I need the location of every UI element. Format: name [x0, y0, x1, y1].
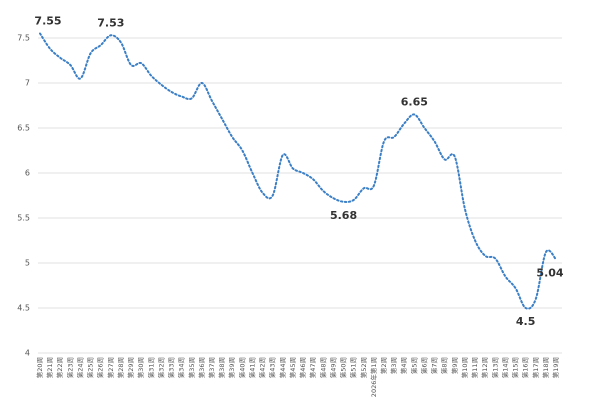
x-tick-label: 第40周	[237, 357, 246, 378]
x-tick-label: 第42周	[258, 357, 267, 378]
x-tick-label: 第50周	[339, 357, 348, 378]
x-tick-label: 第7周	[430, 357, 439, 374]
x-tick-label: 第2周	[379, 357, 388, 374]
x-tick-label: 第44周	[278, 357, 287, 378]
x-tick-label: 第3周	[389, 357, 398, 374]
x-tick-label: 第9周	[450, 357, 459, 374]
x-tick-label: 第48周	[318, 357, 327, 378]
x-tick-label: 第23周	[65, 357, 74, 378]
x-tick-label: 第21周	[45, 357, 54, 378]
x-tick-label: 第5周	[409, 357, 418, 374]
data-label: 4.5	[516, 315, 536, 328]
y-tick-label: 4.5	[17, 304, 30, 313]
x-tick-label: 第26周	[96, 357, 105, 378]
x-tick-label: 第24周	[75, 357, 84, 378]
x-tick-label: 第39周	[227, 357, 236, 378]
x-tick-label: 第18周	[541, 357, 550, 378]
x-tick-label: 第20周	[35, 357, 44, 378]
line	[39, 32, 557, 310]
x-tick-label: 第52周	[359, 357, 368, 378]
x-tick-label: 第19周	[551, 357, 560, 378]
y-tick-label: 5	[25, 259, 30, 268]
data-label: 7.55	[34, 15, 61, 28]
x-tick-label: 第46周	[298, 357, 307, 378]
x-tick-label: 第37周	[207, 357, 216, 378]
y-tick-label: 4	[25, 349, 30, 358]
x-tick-label: 第45周	[288, 357, 297, 378]
x-tick-label: 第6周	[419, 357, 428, 374]
x-tick-label: 第11周	[470, 357, 479, 378]
x-tick-label: 第38周	[217, 357, 226, 378]
x-tick-label: 第8周	[440, 357, 449, 374]
x-tick-label: 2026年第1周	[369, 357, 378, 397]
x-tick-label: 第33周	[167, 357, 176, 378]
x-tick-label: 第32周	[156, 357, 165, 378]
x-tick-label: 第4周	[399, 357, 408, 374]
x-tick-label: 第25周	[86, 357, 95, 378]
y-tick-label: 5.5	[17, 214, 30, 223]
x-tick-label: 第10周	[460, 357, 469, 378]
x-tick-label: 第30周	[136, 357, 145, 378]
x-tick-label: 第35周	[187, 357, 196, 378]
x-tick-label: 第27周	[106, 357, 115, 378]
y-tick-label: 6	[25, 169, 30, 178]
x-tick-label: 第22周	[55, 357, 64, 378]
x-tick-label: 第16周	[521, 357, 530, 378]
x-tick-label: 第31周	[146, 357, 155, 378]
x-tick-label: 第34周	[177, 357, 186, 378]
x-tick-label: 第51周	[349, 357, 358, 378]
x-tick-label: 第47周	[308, 357, 317, 378]
y-tick-label: 7.5	[17, 34, 30, 43]
x-tick-label: 第29周	[126, 357, 135, 378]
x-tick-label: 第28周	[116, 357, 125, 378]
x-tick-label: 第12周	[480, 357, 489, 378]
data-label: 7.53	[97, 16, 124, 29]
data-label: 6.65	[401, 96, 428, 109]
x-tick-label: 第14周	[500, 357, 509, 378]
data-label: 5.68	[330, 209, 357, 222]
data-label: 5.04	[536, 266, 563, 279]
x-tick-label: 第17周	[531, 357, 540, 378]
y-tick-label: 6.5	[17, 124, 30, 133]
x-tick-label: 第49周	[328, 357, 337, 378]
x-tick-label: 第43周	[268, 357, 277, 378]
y-tick-label: 7	[25, 79, 30, 88]
x-tick-label: 第41周	[247, 357, 256, 378]
x-tick-label: 第36周	[197, 357, 206, 378]
x-tick-label: 第15周	[511, 357, 520, 378]
x-tick-label: 第13周	[490, 357, 499, 378]
